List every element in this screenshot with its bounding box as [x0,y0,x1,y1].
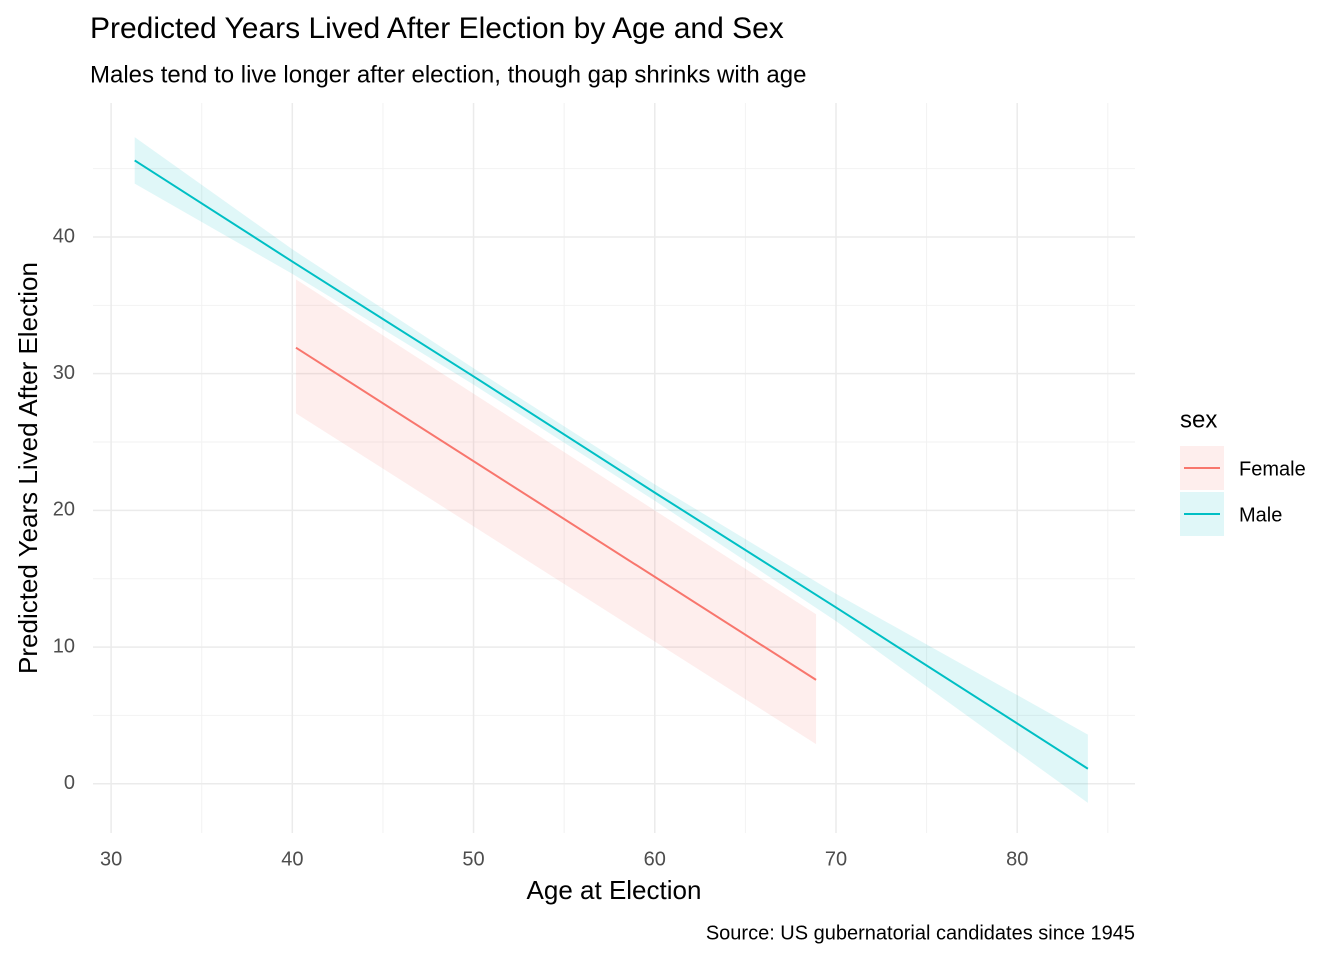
x-tick-label: 70 [825,848,847,870]
y-tick-label: 30 [53,362,75,384]
legend-title: sex [1180,406,1217,433]
y-tick-label: 0 [64,772,75,794]
y-tick-label: 20 [53,499,75,521]
chart-subtitle: Males tend to live longer after election… [90,61,806,88]
y-tick-label: 40 [53,225,75,247]
line [295,346,817,681]
caption: Source: US gubernatorial candidates sinc… [706,922,1135,944]
confidence-ribbon [134,137,1088,803]
legend-label: Female [1239,458,1306,480]
x-tick-label: 80 [1006,848,1028,870]
chart-title: Predicted Years Lived After Election by … [90,12,784,45]
marks [134,137,1089,803]
x-tick-label: 40 [281,848,303,870]
grid [93,103,1135,833]
confidence-ribbon [295,279,817,745]
line [134,159,1089,770]
legend-label: Male [1239,504,1282,526]
x-tick-label: 60 [644,848,666,870]
y-axis-title: Predicted Years Lived After Election [13,262,43,674]
x-axis-title: Age at Election [527,875,702,905]
x-tick-label: 30 [100,848,122,870]
x-tick-label: 50 [462,848,484,870]
y-tick-label: 10 [53,635,75,657]
